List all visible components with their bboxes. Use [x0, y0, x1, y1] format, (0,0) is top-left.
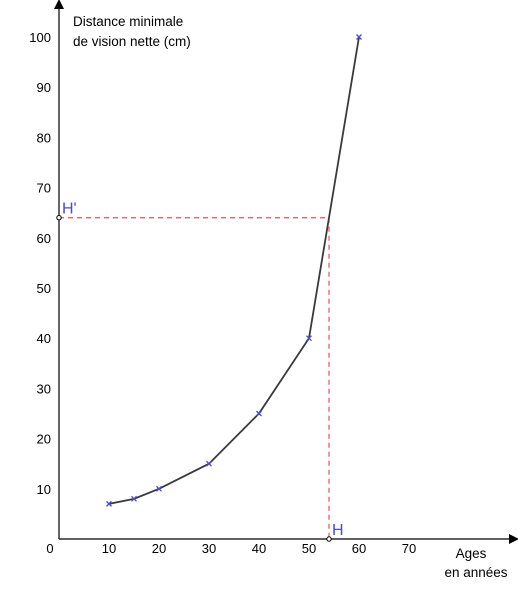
x-tick-label: 40: [252, 541, 266, 556]
point-h-label: H: [332, 522, 344, 539]
annotation-points: H H': [56, 201, 344, 542]
data-point: [356, 34, 362, 40]
x-axis-label-line-1: Ages: [456, 546, 487, 561]
data-point: [106, 500, 112, 507]
y-tick-label: 30: [37, 381, 51, 396]
x-tick-labels: 0 10 20 30 40 50 60 70: [46, 541, 416, 556]
y-tick-label: 70: [37, 181, 51, 196]
data-markers: [106, 34, 362, 507]
y-tick-label: 10: [37, 482, 51, 497]
y-axis-label-line-1: Distance minimale: [73, 14, 183, 29]
data-point: [206, 460, 212, 467]
point-h-prime-label: H': [62, 201, 77, 218]
y-tick-label: 40: [37, 331, 51, 346]
data-point: [156, 485, 162, 492]
x-tick-label: 30: [202, 541, 216, 556]
y-tick-label: 80: [37, 130, 51, 145]
point-h-prime-marker: [56, 215, 62, 221]
y-tick-label: 20: [37, 432, 51, 447]
x-tick-label: 10: [102, 541, 116, 556]
y-tick-labels: 10 20 30 40 50 60 70 80 90 100: [29, 30, 51, 497]
series-line-group: [108, 36, 360, 505]
y-tick-label: 100: [29, 30, 51, 45]
x-tick-label: 20: [152, 541, 166, 556]
data-point: [256, 410, 262, 417]
reading-guides: [59, 217, 330, 539]
x-tick-label: 60: [352, 541, 366, 556]
x-tick-label: 0: [46, 541, 53, 556]
x-axis-label-line-2: en années: [444, 565, 507, 580]
point-h-marker: [326, 536, 332, 542]
y-tick-label: 50: [37, 281, 51, 296]
data-point: [306, 335, 312, 342]
series-line: [108, 36, 360, 505]
y-axis-label-line-2: de vision nette (cm): [73, 34, 191, 49]
x-tick-label: 70: [402, 541, 416, 556]
y-tick-label: 90: [37, 80, 51, 95]
y-tick-label: 60: [37, 231, 51, 246]
data-point: [131, 495, 137, 502]
x-tick-label: 50: [302, 541, 316, 556]
